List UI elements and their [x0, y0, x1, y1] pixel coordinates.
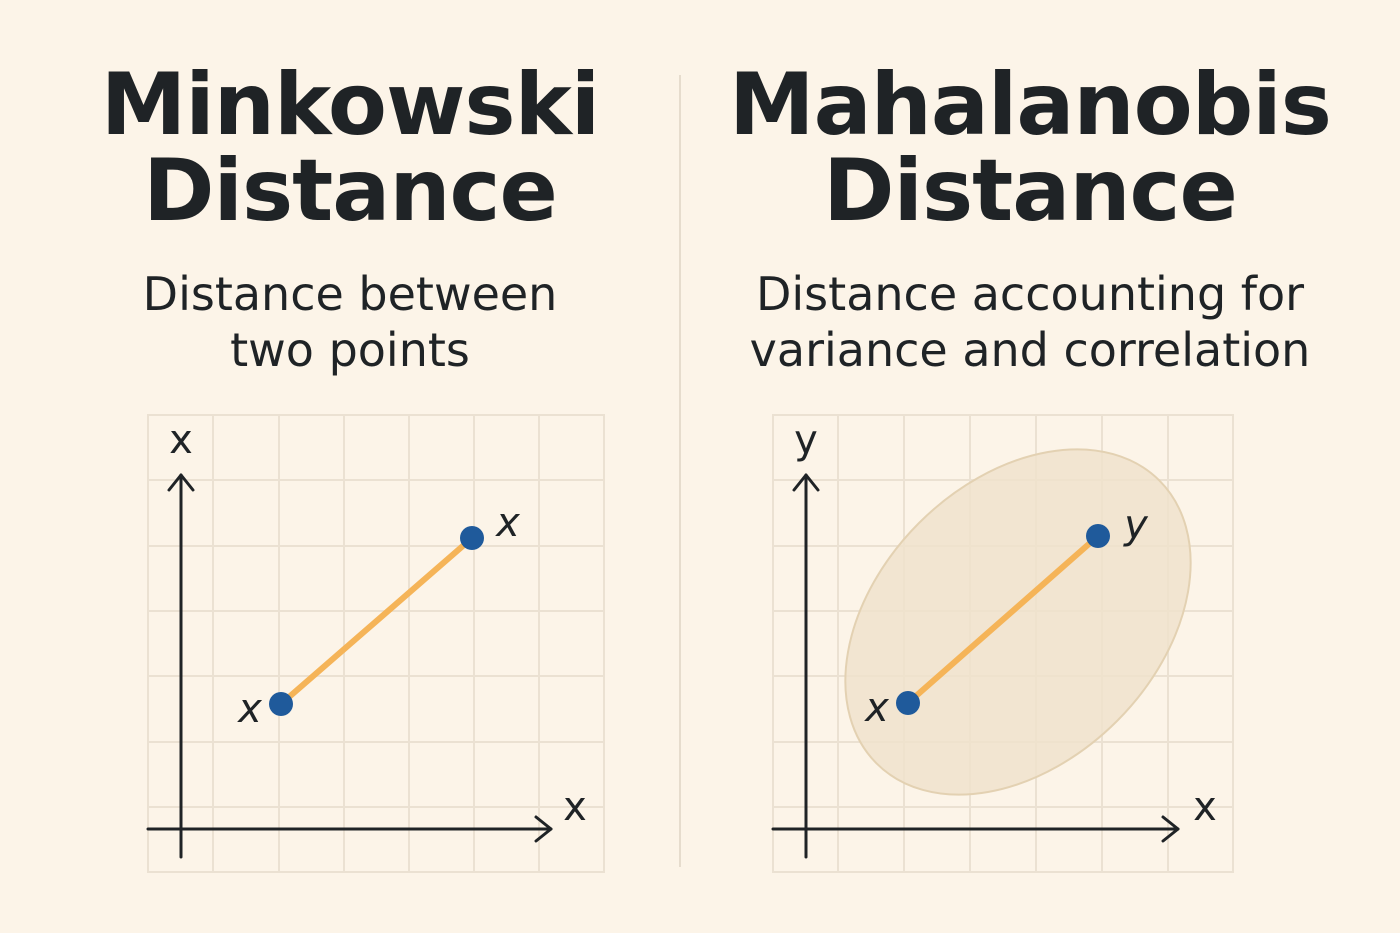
minkowski-subtitle: Distance between two points — [10, 266, 690, 378]
mahalanobis-covariance-ellipse — [844, 448, 1192, 796]
mahalanobis-x-axis-label: x — [1193, 784, 1217, 830]
minkowski-panel: Minkowski Distance Distance between two … — [10, 0, 690, 933]
panel-divider — [679, 75, 681, 867]
minkowski-y-axis-label: x — [169, 417, 193, 463]
mahalanobis-distance-segment — [905, 533, 1101, 706]
minkowski-axes: x x — [146, 417, 587, 859]
mahalanobis-panel: Mahalanobis Distance Distance accounting… — [700, 0, 1360, 933]
minkowski-point-a — [269, 692, 293, 716]
mahalanobis-subtitle: Distance accounting for variance and cor… — [700, 266, 1360, 378]
mahalanobis-axes: y x — [771, 417, 1217, 859]
minkowski-point-b — [460, 526, 484, 550]
minkowski-grid-frame — [147, 414, 605, 873]
mahalanobis-point-b — [1086, 524, 1110, 548]
minkowski-grid — [147, 414, 605, 873]
mahalanobis-title: Mahalanobis Distance — [700, 62, 1360, 234]
minkowski-y-arrow-icon — [167, 473, 195, 492]
minkowski-title-line-1: Minkowski — [100, 55, 601, 155]
mahalanobis-y-axis-label: y — [794, 417, 818, 463]
minkowski-x-axis-label: x — [563, 784, 587, 830]
minkowski-subtitle-line-2: two points — [230, 323, 470, 377]
mahalanobis-point-a-label: x — [863, 685, 889, 731]
mahalanobis-title-line-2: Distance — [823, 141, 1238, 241]
minkowski-distance-segment — [278, 535, 475, 707]
minkowski-title: Minkowski Distance — [10, 62, 690, 234]
mahalanobis-point-a — [896, 691, 920, 715]
minkowski-subtitle-line-1: Distance between — [142, 267, 558, 321]
mahalanobis-y-arrow-icon — [792, 473, 820, 492]
minkowski-title-line-2: Distance — [143, 141, 558, 241]
minkowski-point-b-label: x — [494, 500, 520, 546]
mahalanobis-x-arrow-icon — [1161, 815, 1180, 843]
mahalanobis-subtitle-line-2: variance and correlation — [749, 323, 1311, 377]
minkowski-x-arrow-icon — [534, 815, 553, 843]
minkowski-point-a-label: x — [236, 686, 262, 732]
mahalanobis-title-line-1: Mahalanobis — [729, 55, 1332, 155]
mahalanobis-grid-frame — [772, 414, 1234, 873]
mahalanobis-point-b-label: y — [1123, 502, 1149, 548]
mahalanobis-subtitle-line-1: Distance accounting for — [755, 267, 1305, 321]
